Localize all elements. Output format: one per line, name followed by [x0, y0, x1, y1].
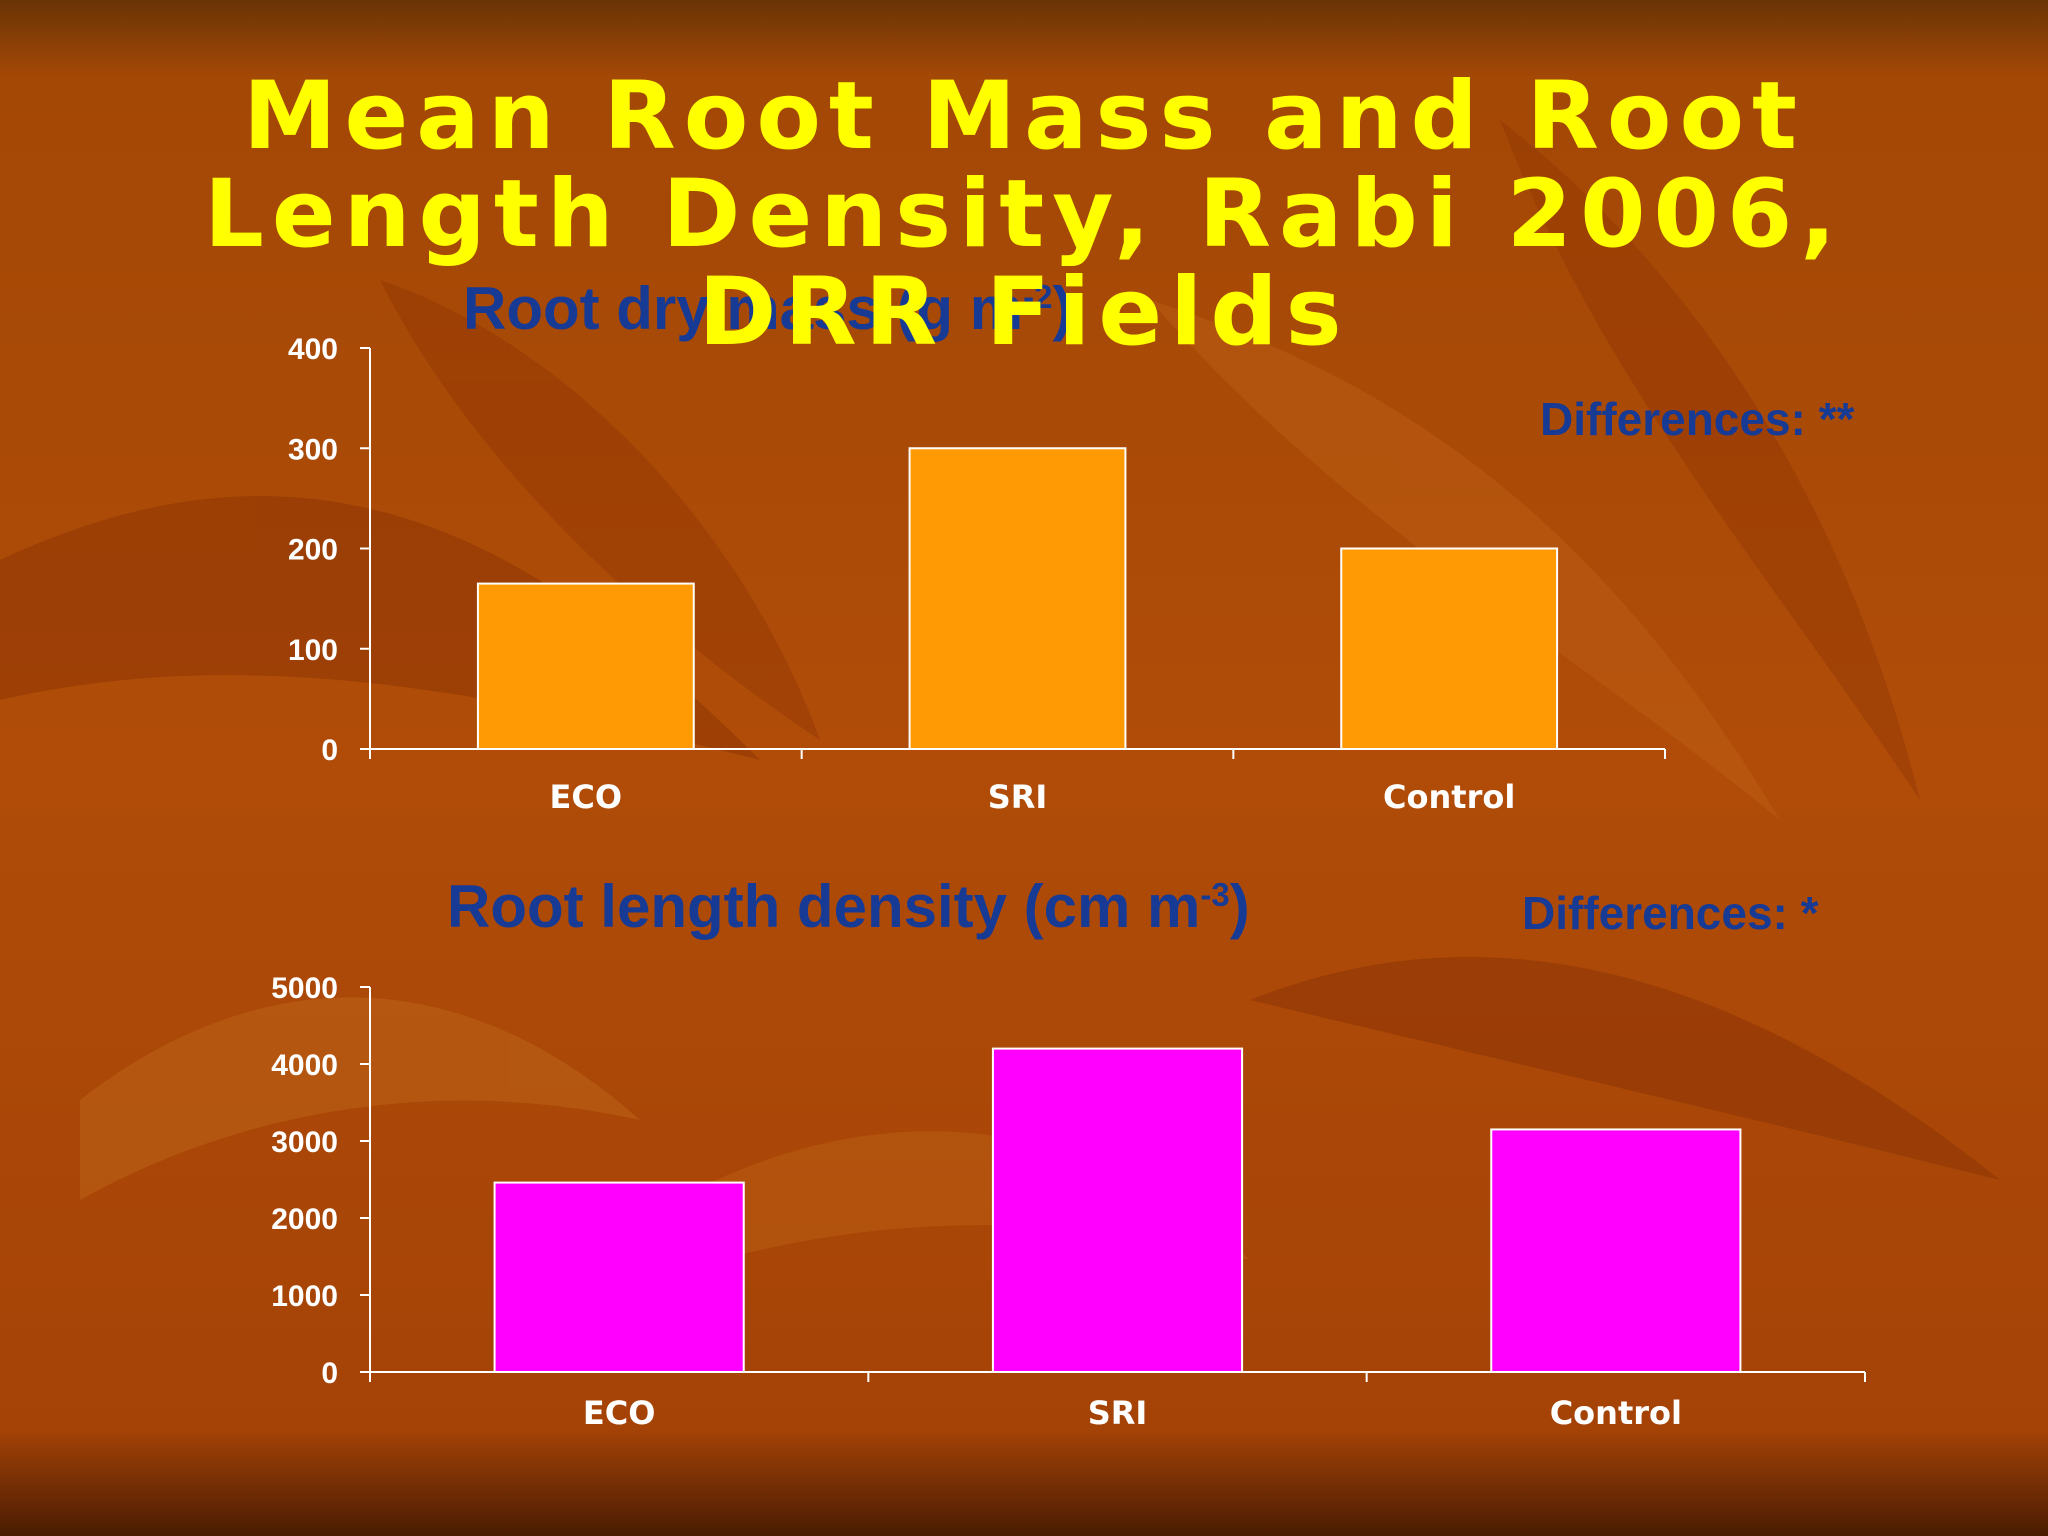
root-length-bar-control — [1490, 1128, 1742, 1373]
root-length-y-tick-label: 1000 — [271, 1280, 338, 1313]
root-length-y-tick-label: 3000 — [271, 1126, 338, 1159]
root-length-bar-eco — [493, 1181, 745, 1373]
root-length-y-tick-label: 5000 — [271, 972, 338, 1005]
root-mass-category-label: SRI — [988, 778, 1048, 816]
root-length-differences-note: Differences: * — [1522, 887, 1819, 939]
root-length-title-text: Root length density (cm m — [447, 873, 1201, 940]
root-mass-y-tick-label: 100 — [288, 634, 338, 667]
title-line-1: Mean Root Mass and Root — [242, 62, 1805, 171]
root-mass-y-tick-label: 400 — [288, 333, 338, 366]
root-mass-title-end: ) — [1052, 275, 1073, 342]
root-length-bar-sri — [991, 1047, 1244, 1373]
root-mass-y-tick-label: 0 — [321, 734, 338, 767]
root-length-y-tick-label: 0 — [321, 1357, 338, 1390]
title-line-2: Length Density, Rabi 2006, — [203, 160, 1845, 269]
root-length-y-tick-label: 4000 — [271, 1049, 338, 1082]
root-mass-bar-eco — [476, 582, 695, 751]
root-mass-bar-control — [1340, 547, 1559, 750]
root-length-y-tick-label: 2000 — [271, 1203, 338, 1236]
root-mass-title-sup: -2 — [1023, 278, 1053, 315]
root-length-title-end: ) — [1229, 873, 1250, 940]
root-length-chart-title: Root length density (cm m-3) — [447, 872, 1250, 941]
root-mass-differences-note: Differences: ** — [1540, 393, 1855, 445]
root-mass-category-label: Control — [1383, 778, 1515, 816]
root-mass-category-label: ECO — [550, 778, 623, 816]
root-length-category-label: Control — [1550, 1394, 1682, 1432]
root-length-category-label: ECO — [583, 1394, 656, 1432]
root-mass-chart-title: Root dry mass (g m-2) — [463, 274, 1072, 343]
title-line-3: DRR Fields — [698, 258, 1350, 367]
root-mass-y-tick-label: 200 — [288, 534, 338, 567]
root-mass-bar-sri — [908, 447, 1127, 750]
root-mass-title-text: Root dry mass (g m — [463, 275, 1024, 342]
root-length-title-sup: -3 — [1200, 876, 1230, 913]
slide-title: Mean Root Mass and Root Length Density, … — [0, 68, 2048, 362]
root-mass-y-tick-label: 300 — [288, 433, 338, 466]
root-length-category-label: SRI — [1088, 1394, 1148, 1432]
